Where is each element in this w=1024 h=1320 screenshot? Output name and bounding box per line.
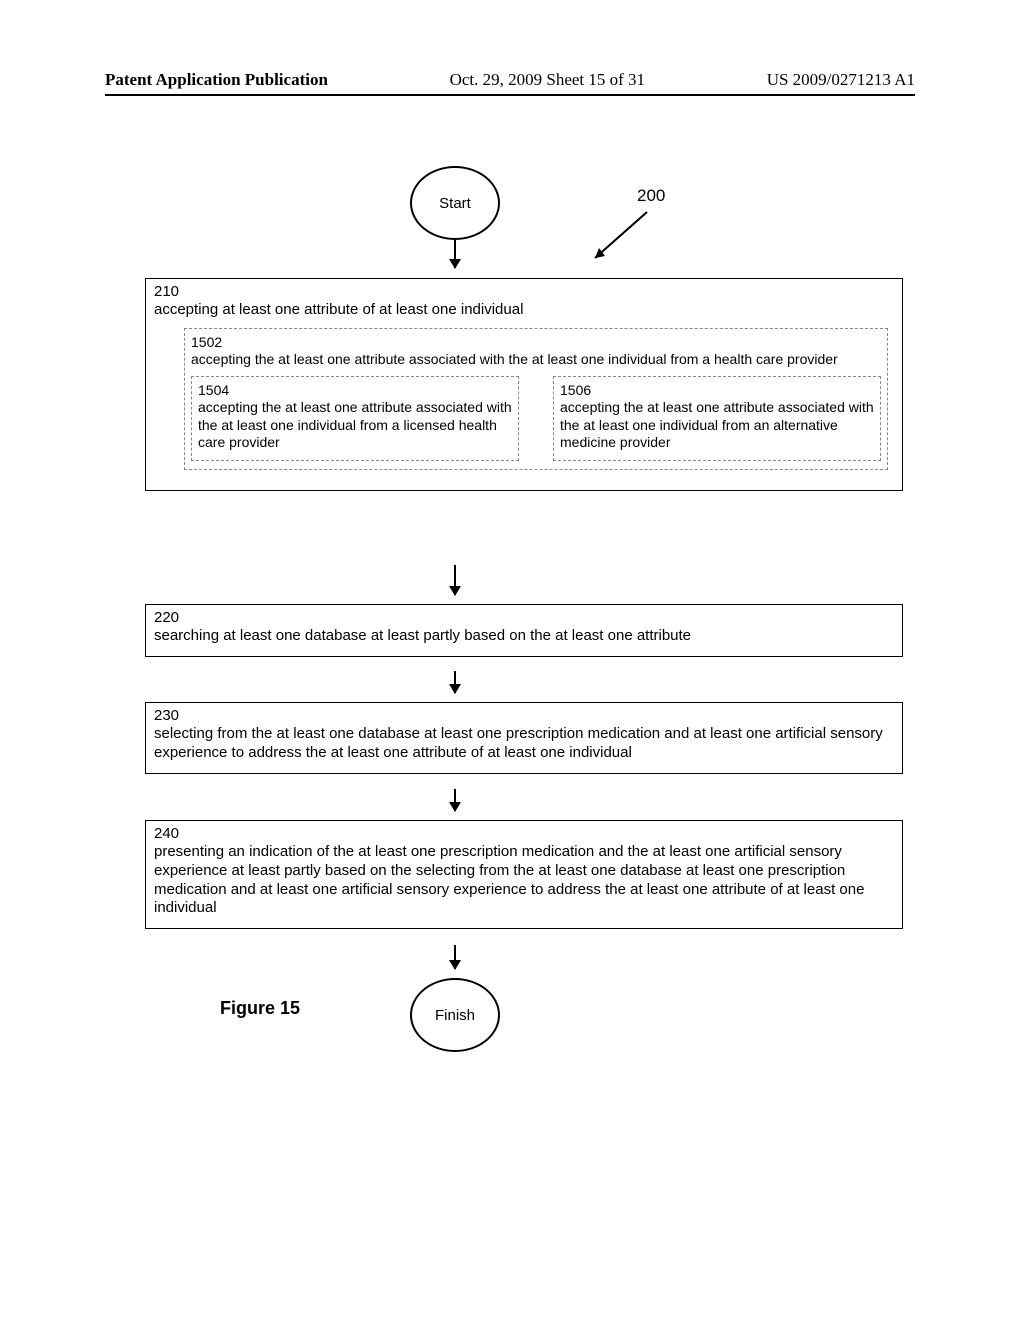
step-1504-text: accepting the at least one attribute ass… (198, 399, 512, 452)
step-230-num: 230 (154, 707, 894, 724)
step-240-text: presenting an indication of the at least… (154, 843, 894, 918)
step-1502-num: 1502 (191, 334, 881, 350)
step-240-num: 240 (154, 825, 894, 842)
figure-label: Figure 15 (220, 998, 300, 1019)
arrow-240-finish (454, 945, 456, 969)
finish-label: Finish (435, 1007, 475, 1024)
arrow-start-210 (454, 240, 456, 268)
header-right: US 2009/0271213 A1 (767, 70, 915, 90)
finish-terminal: Finish (410, 978, 500, 1052)
step-1506-num: 1506 (560, 382, 874, 398)
start-terminal: Start (410, 166, 500, 240)
step-220-num: 220 (154, 609, 894, 626)
step-1506-text: accepting the at least one attribute ass… (560, 399, 874, 452)
header-left: Patent Application Publication (105, 70, 328, 90)
step-240: 240 presenting an indication of the at l… (145, 820, 903, 929)
step-1504-num: 1504 (198, 382, 512, 398)
start-label: Start (439, 195, 471, 212)
ref-arrow-icon (585, 208, 655, 268)
step-1502-inner-row: 1504 accepting the at least one attribut… (191, 376, 881, 461)
step-1502: 1502 accepting the at least one attribut… (184, 328, 888, 470)
header-mid: Oct. 29, 2009 Sheet 15 of 31 (450, 70, 645, 90)
step-220-text: searching at least one database at least… (154, 627, 894, 646)
step-210-text: accepting at least one attribute of at l… (154, 301, 894, 320)
page-container: Patent Application Publication Oct. 29, … (105, 70, 915, 1106)
ref-number-200: 200 (637, 186, 665, 206)
step-220: 220 searching at least one database at l… (145, 604, 903, 657)
step-210: 210 accepting at least one attribute of … (145, 278, 903, 491)
step-230: 230 selecting from the at least one data… (145, 702, 903, 774)
step-230-text: selecting from the at least one database… (154, 725, 894, 763)
step-210-num: 210 (154, 283, 894, 300)
step-1504: 1504 accepting the at least one attribut… (191, 376, 519, 461)
arrow-220-230 (454, 671, 456, 693)
flowchart: Start 200 210 accepting at least one att… (105, 166, 915, 1106)
arrow-210-220 (454, 565, 456, 595)
step-1502-text: accepting the at least one attribute ass… (191, 351, 881, 369)
page-header: Patent Application Publication Oct. 29, … (105, 70, 915, 96)
step-1506: 1506 accepting the at least one attribut… (553, 376, 881, 461)
arrow-230-240 (454, 789, 456, 811)
